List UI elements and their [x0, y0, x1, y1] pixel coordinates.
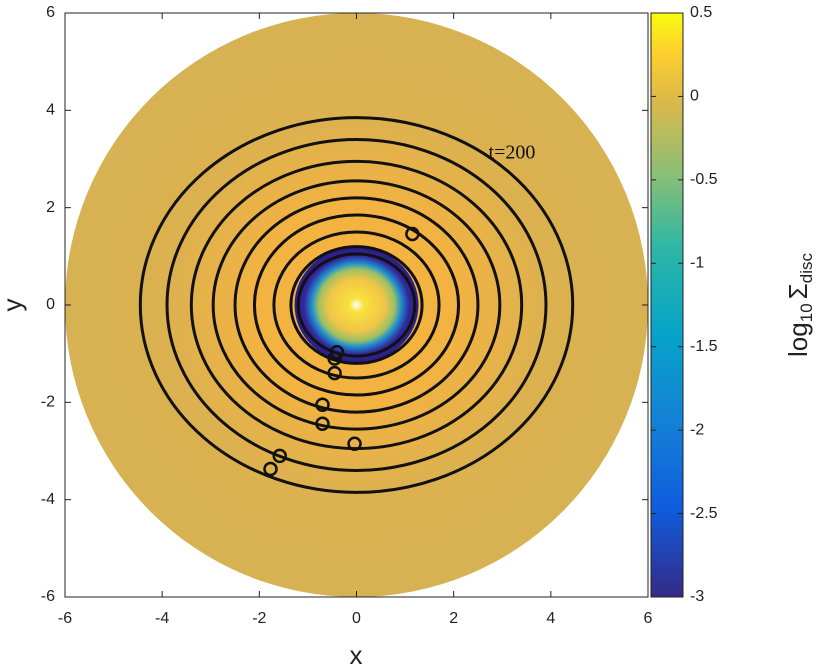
colorbar-tick-label: -1.5 — [690, 338, 718, 355]
colorbar-tick-label: -3 — [690, 588, 704, 605]
x-tick-label: 6 — [644, 610, 653, 627]
colorbar-tick-label: 0.5 — [690, 4, 712, 21]
colorbar-tick-label: -2 — [690, 421, 704, 438]
orbit — [211, 179, 502, 431]
y-tick-label: 0 — [46, 296, 55, 313]
x-axis-label: x — [350, 640, 363, 670]
label-base-sub: 10 — [797, 303, 816, 322]
colorbar-tick-label: -1 — [690, 255, 704, 272]
planet — [315, 397, 330, 413]
label-symbol-sub: disc — [797, 253, 816, 284]
y-tick-label: -4 — [41, 491, 55, 508]
orbit — [252, 213, 461, 397]
y-tick-label: 2 — [46, 199, 55, 216]
x-tick-label: -4 — [155, 610, 169, 627]
inner-disc — [294, 247, 419, 363]
y-tick-label: 6 — [46, 4, 55, 21]
x-tick-label: 0 — [352, 610, 361, 627]
plot-area — [65, 13, 648, 597]
colorbar — [650, 12, 684, 598]
orbit — [272, 230, 441, 380]
y-tick-label: 4 — [46, 102, 55, 119]
orbit — [296, 252, 417, 358]
colorbar-tick-label: -0.5 — [690, 171, 718, 188]
planet — [272, 448, 287, 464]
x-tick-label: 4 — [546, 610, 555, 627]
planet — [263, 461, 278, 477]
planet — [315, 416, 330, 431]
colorbar-label: log10 Σdisc — [783, 253, 817, 357]
annotation: t=200 — [489, 142, 536, 164]
colorbar-tick-label: 0 — [690, 88, 699, 105]
y-axis-label: y — [0, 299, 27, 312]
x-tick-label: -6 — [58, 610, 72, 627]
planet — [329, 344, 345, 360]
orbit — [233, 196, 480, 414]
orbit — [165, 138, 548, 472]
label-base: log — [783, 322, 813, 357]
label-symbol: Σ — [783, 283, 813, 299]
x-tick-label: 2 — [449, 610, 458, 627]
orbit — [289, 245, 424, 365]
planet — [347, 436, 362, 451]
planet — [327, 351, 342, 366]
planet — [327, 365, 342, 381]
y-tick-label: -2 — [41, 394, 55, 411]
x-tick-label: -2 — [252, 610, 266, 627]
y-tick-label: -6 — [41, 588, 55, 605]
orbit — [138, 116, 575, 494]
planet — [405, 226, 420, 242]
colorbar-tick-label: -2.5 — [690, 505, 718, 522]
